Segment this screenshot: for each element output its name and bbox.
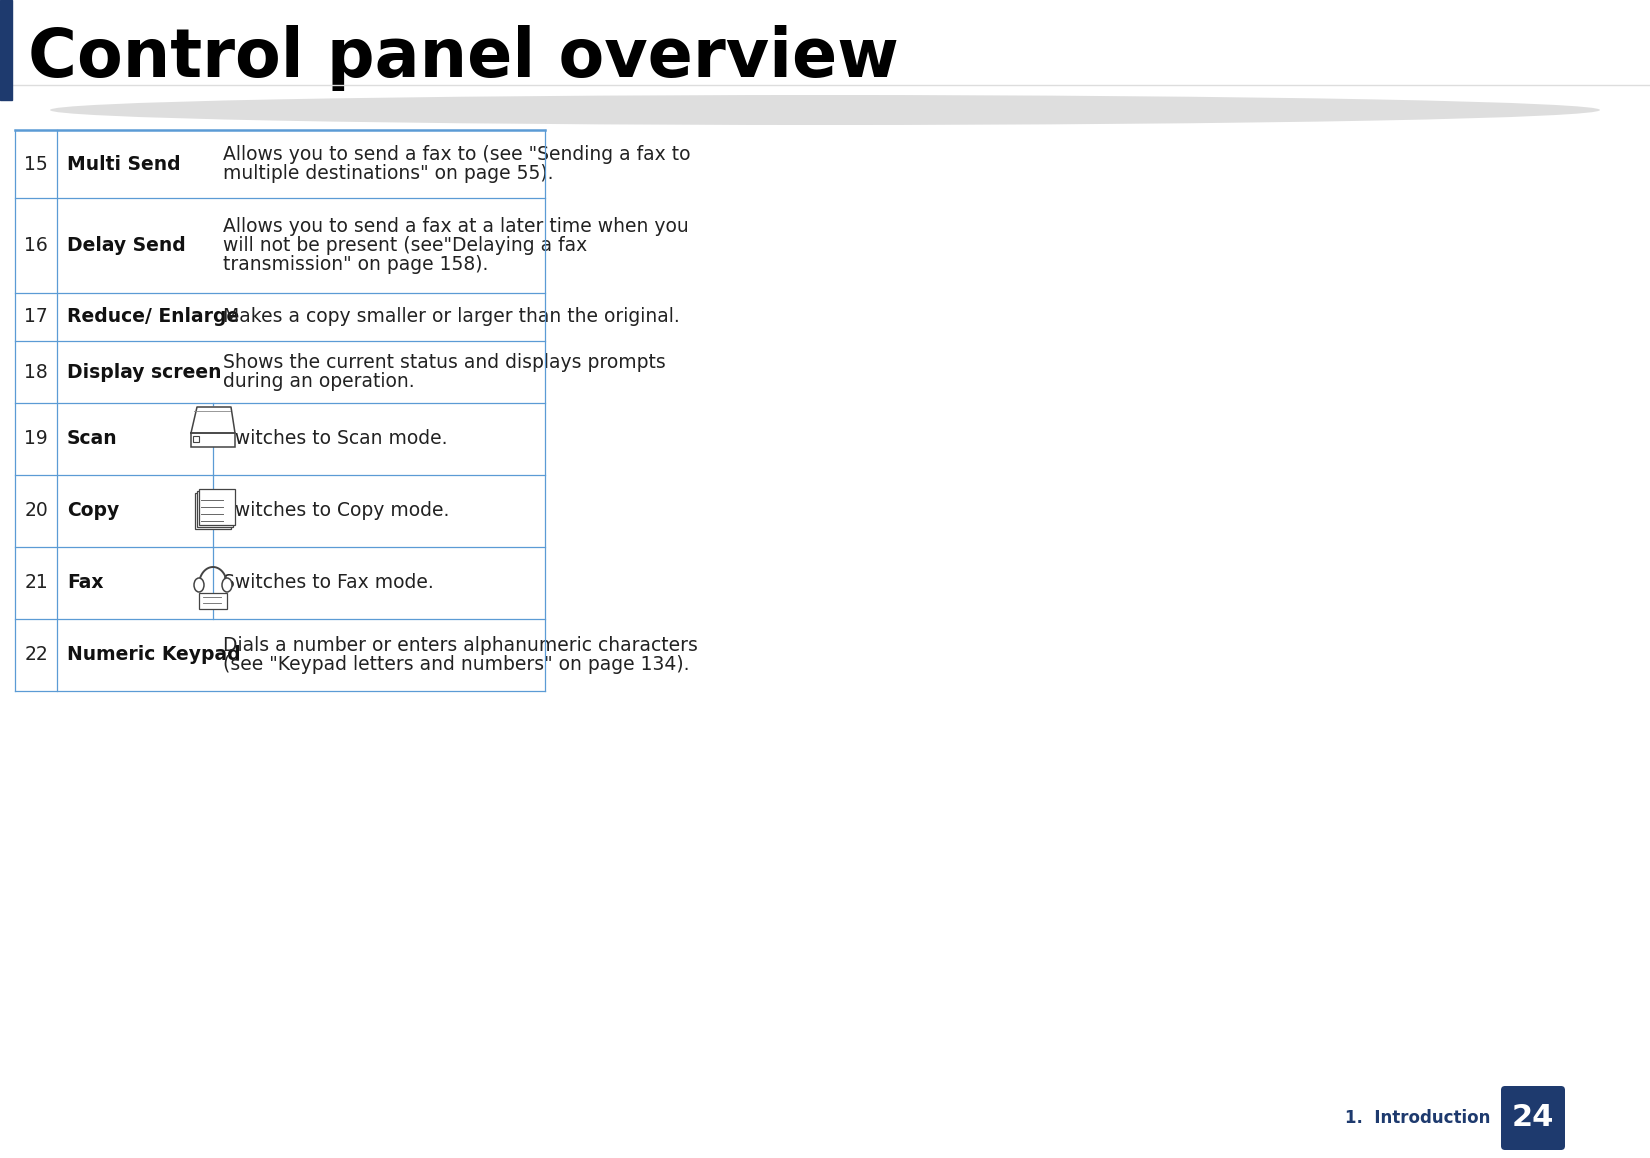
Bar [0, 0, 12, 100]
FancyBboxPatch shape [195, 493, 231, 529]
Text: Display screen: Display screen [68, 362, 221, 381]
Bar [191, 433, 234, 447]
Text: 19: 19 [25, 430, 48, 448]
Text: Scan: Scan [68, 430, 117, 448]
FancyBboxPatch shape [1502, 1086, 1564, 1150]
Text: Switches to Scan mode.: Switches to Scan mode. [223, 430, 447, 448]
Text: 18: 18 [25, 362, 48, 381]
Text: 22: 22 [25, 645, 48, 665]
Text: during an operation.: during an operation. [223, 372, 414, 391]
Text: Delay Send: Delay Send [68, 236, 186, 255]
Text: 15: 15 [25, 154, 48, 174]
Polygon shape [191, 406, 234, 433]
Text: Allows you to send a fax at a later time when you: Allows you to send a fax at a later time… [223, 217, 688, 236]
Text: Shows the current status and displays prompts: Shows the current status and displays pr… [223, 353, 665, 372]
Text: 17: 17 [25, 308, 48, 327]
Text: 21: 21 [25, 573, 48, 593]
Ellipse shape [50, 95, 1600, 125]
FancyBboxPatch shape [196, 491, 233, 527]
Text: 1.  Introduction: 1. Introduction [1345, 1109, 1490, 1127]
Bar [193, 437, 200, 442]
Text: Dials a number or enters alphanumeric characters: Dials a number or enters alphanumeric ch… [223, 636, 698, 655]
Text: 20: 20 [25, 501, 48, 520]
Ellipse shape [223, 578, 233, 592]
Text: (see "Keypad letters and numbers" on page 134).: (see "Keypad letters and numbers" on pag… [223, 655, 690, 674]
Text: Switches to Fax mode.: Switches to Fax mode. [223, 573, 434, 593]
Text: multiple destinations" on page 55).: multiple destinations" on page 55). [223, 164, 553, 183]
Text: 24: 24 [1511, 1104, 1554, 1133]
FancyBboxPatch shape [200, 593, 228, 609]
Text: Reduce/ Enlarge: Reduce/ Enlarge [68, 308, 239, 327]
Text: Control panel overview: Control panel overview [28, 25, 899, 91]
Text: will not be present (see"Delaying a fax: will not be present (see"Delaying a fax [223, 236, 587, 255]
Text: Switches to Copy mode.: Switches to Copy mode. [223, 501, 449, 520]
Text: 16: 16 [25, 236, 48, 255]
Text: Allows you to send a fax to (see "Sending a fax to: Allows you to send a fax to (see "Sendin… [223, 145, 690, 164]
Text: Makes a copy smaller or larger than the original.: Makes a copy smaller or larger than the … [223, 308, 680, 327]
FancyBboxPatch shape [200, 489, 234, 525]
Text: transmission" on page 158).: transmission" on page 158). [223, 255, 488, 274]
Text: Numeric Keypad: Numeric Keypad [68, 645, 241, 665]
Text: Copy: Copy [68, 501, 119, 520]
Text: Fax: Fax [68, 573, 104, 593]
Ellipse shape [195, 578, 205, 592]
Text: Multi Send: Multi Send [68, 154, 180, 174]
